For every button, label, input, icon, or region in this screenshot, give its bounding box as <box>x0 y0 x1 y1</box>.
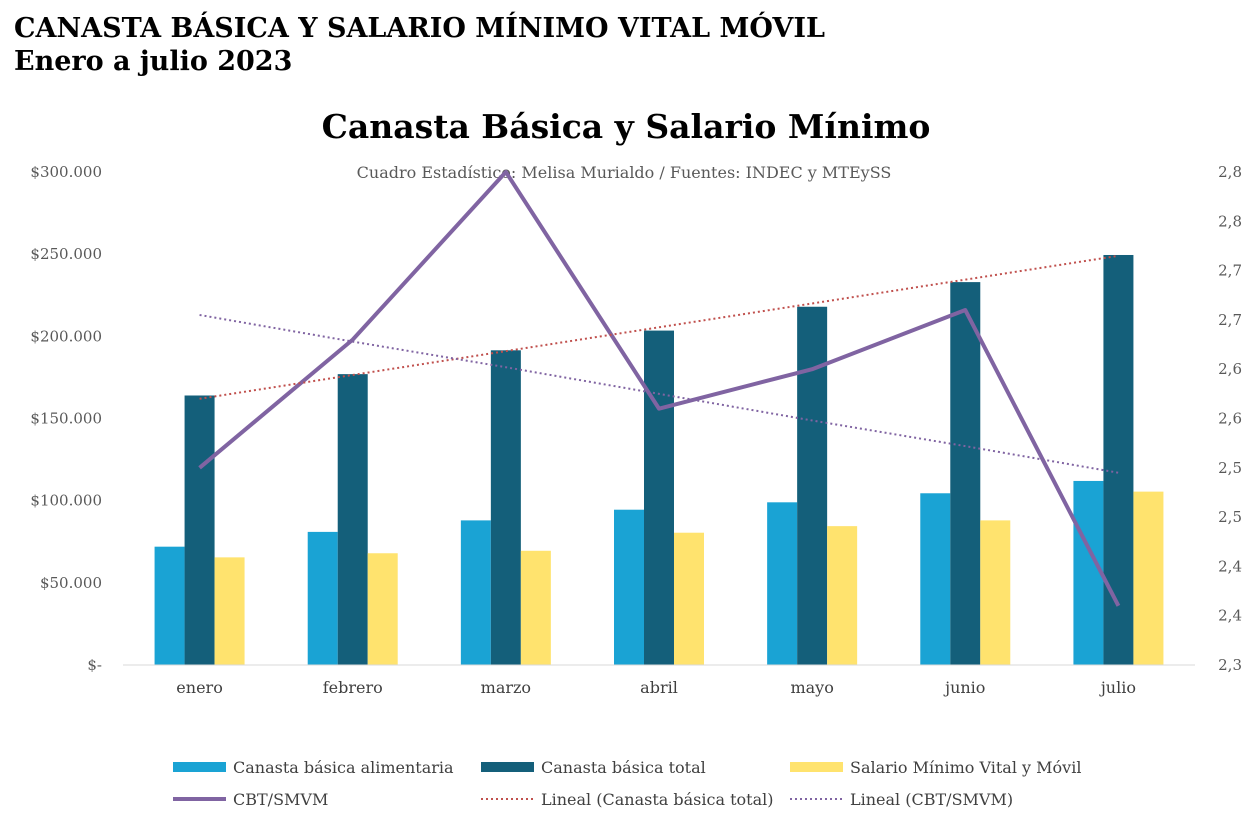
bar <box>797 306 828 665</box>
bar-group <box>154 254 1164 665</box>
bar <box>307 531 338 665</box>
bar <box>1103 254 1134 665</box>
bar <box>367 553 398 665</box>
y-left-tick-label: $100.000 <box>30 492 102 510</box>
legend-label: Salario Mínimo Vital y Móvil <box>850 758 1081 777</box>
legend-swatch <box>481 762 534 772</box>
legend-label: Canasta básica alimentaria <box>233 758 454 777</box>
bar <box>1133 491 1164 665</box>
series-line <box>198 170 1121 607</box>
bar <box>920 493 951 665</box>
y-left-tick-label: $150.000 <box>30 410 102 428</box>
legend-swatch <box>173 762 226 772</box>
bar <box>767 502 798 665</box>
legend-label: Lineal (CBT/SMVM) <box>850 790 1013 809</box>
bar <box>520 550 551 665</box>
x-tick-label: marzo <box>481 678 531 697</box>
trend-line <box>199 313 1119 474</box>
bar <box>460 520 491 665</box>
y-left-tick-label: $- <box>87 656 102 674</box>
bar <box>827 526 858 665</box>
y-right-tick-label: 2,6 <box>1218 360 1242 378</box>
y-right-tick-label: 2,5 <box>1218 459 1242 477</box>
y-right-tick-label: 2,5 <box>1218 508 1242 526</box>
legend-swatch <box>790 762 843 772</box>
y-axis-right: 2,3 2,4 2,4 2,5 2,5 2,6 2,6 2,7 2,7 2,8 2,8 <box>1218 163 1242 674</box>
bar <box>1073 480 1104 665</box>
x-tick-label: julio <box>1099 678 1136 697</box>
y-left-tick-label: $250.000 <box>30 245 102 263</box>
y-right-tick-label: 2,4 <box>1218 557 1242 575</box>
bar <box>980 520 1011 665</box>
page-heading-line-2: Enero a julio 2023 <box>14 46 293 77</box>
x-tick-label: abril <box>640 678 678 697</box>
bar <box>337 374 368 665</box>
bar <box>184 395 215 665</box>
bar <box>490 350 521 665</box>
y-left-tick-label: $200.000 <box>30 327 102 345</box>
y-right-tick-label: 2,8 <box>1218 212 1242 230</box>
x-tick-label: febrero <box>323 678 383 697</box>
bar <box>154 546 185 665</box>
bar <box>950 282 981 665</box>
line-group <box>198 170 1121 607</box>
y-right-tick-label: 2,6 <box>1218 410 1242 428</box>
y-right-tick-label: 2,3 <box>1218 656 1242 674</box>
x-tick-label: enero <box>176 678 223 697</box>
chart-title: Canasta Básica y Salario Mínimo <box>322 107 931 146</box>
y-right-tick-label: 2,4 <box>1218 607 1242 625</box>
y-right-tick-label: 2,7 <box>1218 311 1242 329</box>
page-heading-line-1: CANASTA BÁSICA Y SALARIO MÍNIMO VITAL MÓ… <box>14 13 825 44</box>
legend-label: CBT/SMVM <box>233 790 328 809</box>
page-heading: CANASTA BÁSICA Y SALARIO MÍNIMO VITAL MÓ… <box>14 12 825 78</box>
legend-label: Lineal (Canasta básica total) <box>541 790 773 809</box>
y-left-tick-label: $50.000 <box>40 574 102 592</box>
y-axis-left: $- $50.000 $100.000 $150.000 $200.000 $250.00… <box>30 163 102 674</box>
bar <box>674 532 704 665</box>
y-right-tick-label: 2,8 <box>1218 163 1242 181</box>
bar <box>214 557 245 665</box>
legend: Canasta básica alimentaria Canasta básica… <box>173 758 1081 809</box>
y-right-tick-label: 2,7 <box>1218 262 1242 280</box>
x-axis: enero febrero marzo abril mayo junio julio <box>176 678 1136 697</box>
chart-subtitle: Cuadro Estadístico: Melisa Murialdo / Fu… <box>357 163 892 182</box>
y-left-tick-label: $300.000 <box>30 163 102 181</box>
x-tick-label: junio <box>943 678 985 697</box>
bar <box>614 509 644 665</box>
legend-label: Canasta básica total <box>541 758 706 777</box>
bar <box>644 330 674 665</box>
x-tick-label: mayo <box>790 678 833 697</box>
